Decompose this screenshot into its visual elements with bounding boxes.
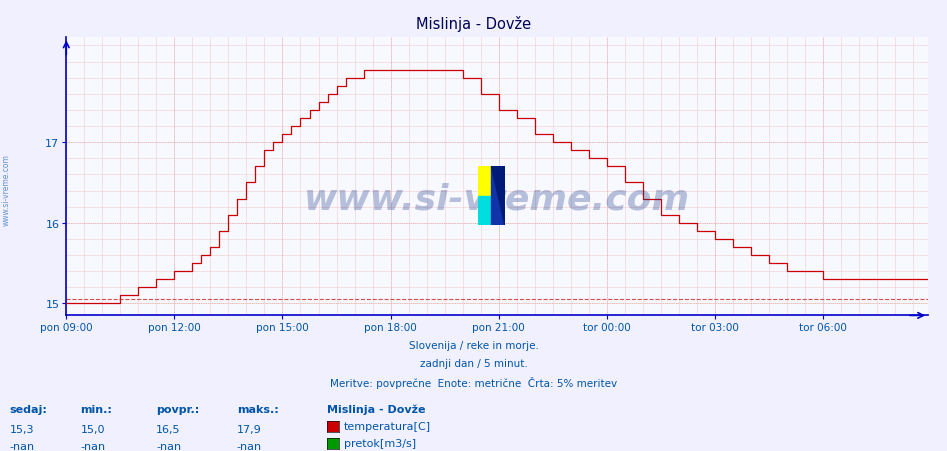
Text: 15,0: 15,0 (80, 424, 105, 434)
Text: temperatura[C]: temperatura[C] (344, 421, 431, 431)
Bar (478, 167, 491, 196)
Text: -nan: -nan (237, 441, 262, 451)
Text: Meritve: povprečne  Enote: metrične  Črta: 5% meritev: Meritve: povprečne Enote: metrične Črta:… (330, 377, 617, 389)
Text: sedaj:: sedaj: (9, 404, 47, 414)
Text: 17,9: 17,9 (237, 424, 261, 434)
Polygon shape (491, 167, 505, 226)
Text: -nan: -nan (156, 441, 182, 451)
Bar (478, 196, 491, 226)
Text: www.si-vreme.com: www.si-vreme.com (304, 182, 690, 216)
Text: min.:: min.: (80, 404, 113, 414)
Bar (491, 167, 505, 226)
Text: 16,5: 16,5 (156, 424, 181, 434)
Text: www.si-vreme.com: www.si-vreme.com (2, 153, 11, 226)
Text: Mislinja - Dovže: Mislinja - Dovže (327, 404, 425, 414)
Text: Slovenija / reke in morje.: Slovenija / reke in morje. (408, 341, 539, 350)
Text: zadnji dan / 5 minut.: zadnji dan / 5 minut. (420, 359, 527, 368)
Text: -nan: -nan (80, 441, 106, 451)
Text: pretok[m3/s]: pretok[m3/s] (344, 438, 416, 448)
Text: 15,3: 15,3 (9, 424, 34, 434)
Text: Mislinja - Dovže: Mislinja - Dovže (416, 16, 531, 32)
Text: -nan: -nan (9, 441, 35, 451)
Text: povpr.:: povpr.: (156, 404, 200, 414)
Text: maks.:: maks.: (237, 404, 278, 414)
